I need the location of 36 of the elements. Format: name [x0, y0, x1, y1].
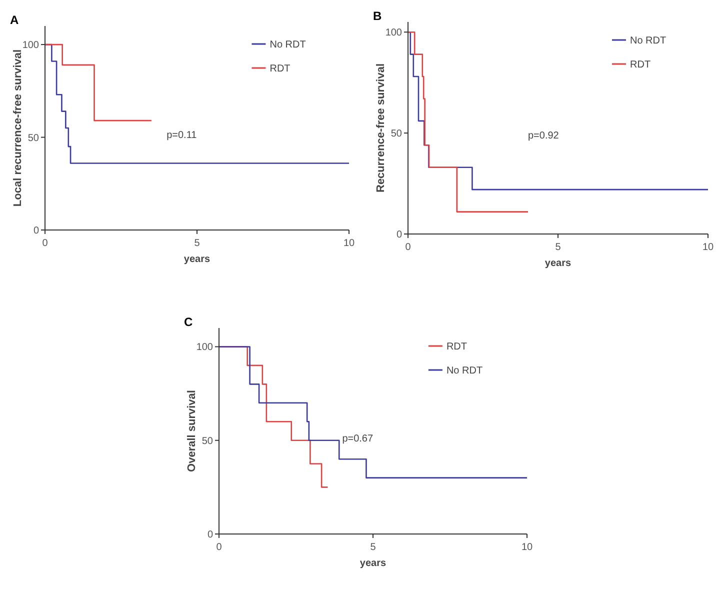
- y-tick-label: 100: [22, 40, 40, 52]
- x-tick-label: 10: [521, 542, 533, 553]
- x-axis-title: years: [360, 558, 387, 569]
- x-axis-title: years: [544, 258, 572, 269]
- chart-title: C: [184, 315, 193, 329]
- y-tick-label: 0: [396, 230, 402, 240]
- x-tick-label: 5: [194, 238, 200, 249]
- y-tick-label: 0: [207, 530, 214, 540]
- y-tick-label: 50: [28, 132, 40, 144]
- chart-title: A: [10, 13, 19, 27]
- y-axis-title: Local recurrence-free survival: [12, 49, 24, 207]
- annotation: p=0.67: [342, 433, 374, 444]
- y-tick-label: 50: [202, 436, 214, 447]
- x-tick-label: 10: [702, 242, 714, 253]
- legend-label: RDT: [630, 60, 651, 70]
- y-tick-label: 100: [196, 342, 214, 354]
- legend-label: RDT: [446, 342, 468, 352]
- chart-title: B: [373, 9, 382, 23]
- legend-label: No RDT: [630, 36, 666, 46]
- x-tick-label: 0: [216, 542, 222, 553]
- y-tick-label: 0: [33, 226, 40, 236]
- y-axis-title: Recurrence-free survival: [375, 63, 387, 193]
- x-axis-title: years: [184, 254, 211, 265]
- legend-label: No RDT: [446, 366, 483, 376]
- annotation: p=0.11: [166, 130, 198, 142]
- x-tick-label: 0: [405, 242, 412, 253]
- y-axis-title: Overall survival: [186, 390, 198, 472]
- legend-label: RDT: [270, 64, 290, 74]
- y-tick-label: 100: [385, 28, 402, 39]
- x-tick-label: 0: [42, 238, 48, 249]
- annotation: p=0.92: [528, 130, 560, 142]
- y-tick-label: 50: [390, 128, 402, 140]
- x-tick-label: 10: [343, 238, 355, 249]
- x-tick-label: 5: [370, 542, 376, 553]
- x-tick-label: 5: [555, 242, 562, 253]
- legend-label: No RDT: [270, 40, 306, 50]
